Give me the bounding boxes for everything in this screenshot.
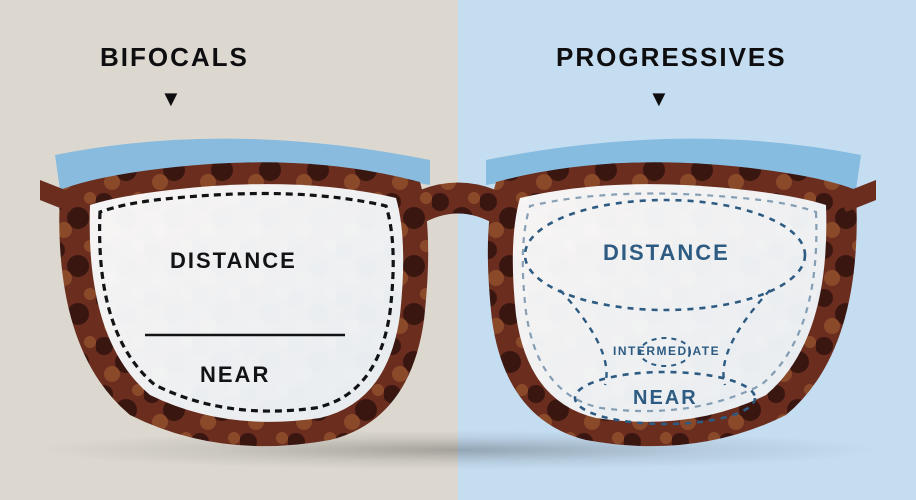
arrow-down-icon: ▼: [648, 86, 670, 112]
label-near-left: NEAR: [200, 362, 270, 388]
glasses-shadow: [30, 430, 886, 470]
infographic-canvas: BIFOCALS PROGRESSIVES ▼ ▼: [0, 0, 916, 500]
arrow-down-icon: ▼: [160, 86, 182, 112]
title-bifocals: BIFOCALS: [100, 42, 249, 73]
title-progressives: PROGRESSIVES: [556, 42, 787, 73]
label-near-right: NEAR: [633, 387, 698, 410]
label-distance-right: DISTANCE: [603, 240, 730, 266]
label-distance-left: DISTANCE: [170, 248, 297, 274]
label-intermediate-right: INTERMEDIATE: [613, 344, 720, 358]
